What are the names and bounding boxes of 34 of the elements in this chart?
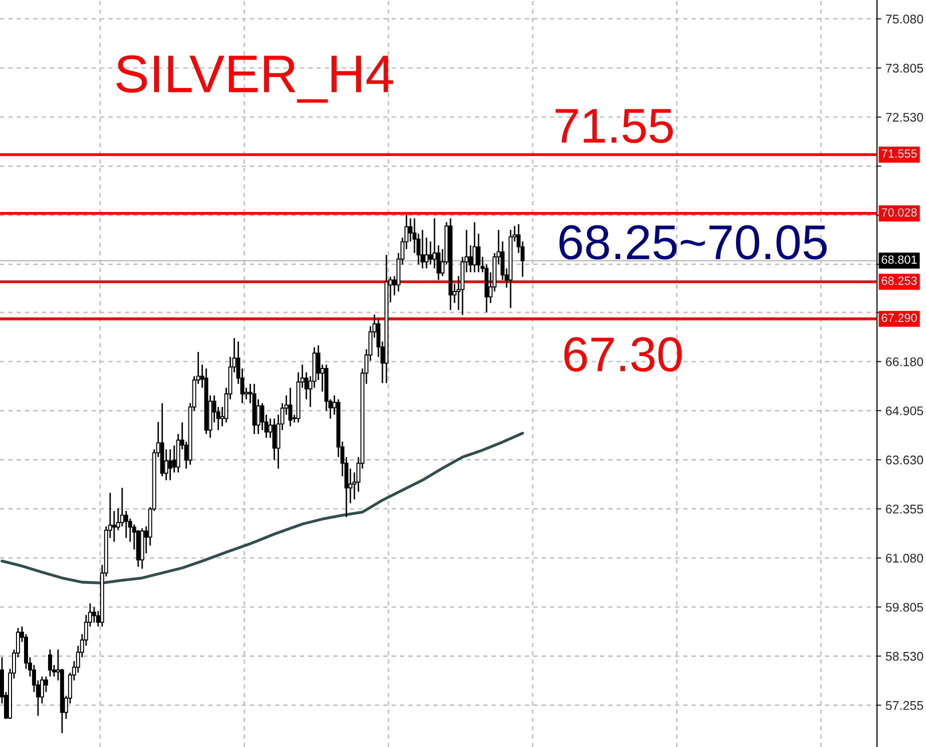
ref-line-label: 67.290 (882, 314, 917, 322)
y-tick-label: 62.355 (886, 504, 924, 514)
y-tick-label: 59.805 (886, 602, 924, 612)
y-tick-label: 64.905 (886, 406, 924, 416)
line-series (0, 432, 524, 584)
candlestick (112, 510, 116, 542)
candlestick (48, 648, 52, 678)
candlestick (92, 606, 96, 624)
annotation: 68.25~70.05 (559, 225, 827, 260)
ref-line-label: 68.801 (882, 255, 917, 264)
y-tick-label: 58.530 (886, 652, 924, 661)
candlestick (124, 510, 128, 539)
candlestick (288, 387, 292, 427)
candlestick (420, 229, 424, 270)
y-tick-label: 63.630 (886, 456, 924, 464)
text: SILVER_H4 (116, 55, 394, 103)
candlestick (428, 240, 432, 266)
y-tick-label: 57.255 (886, 701, 924, 710)
candlestick (272, 418, 276, 461)
candlestick (168, 448, 172, 481)
y-tick-label: 72.530 (886, 112, 924, 122)
candlestick (424, 236, 428, 270)
y-tick-label: 75.080 (886, 14, 924, 24)
candlestick (472, 221, 477, 273)
y-tick-label: 73.805 (886, 64, 924, 73)
y-tick-label: 66.180 (886, 357, 924, 366)
candlestick (432, 218, 436, 270)
annotation: 71.55 (556, 109, 673, 144)
ref-line-label: 71.555 (882, 150, 917, 158)
ref-line-label: 70.028 (882, 208, 917, 217)
candlestick (476, 233, 481, 273)
y-tick-label: 61.080 (886, 554, 924, 563)
annotation: 67.30 (564, 337, 682, 372)
ref-line-label: 68.253 (882, 276, 917, 285)
